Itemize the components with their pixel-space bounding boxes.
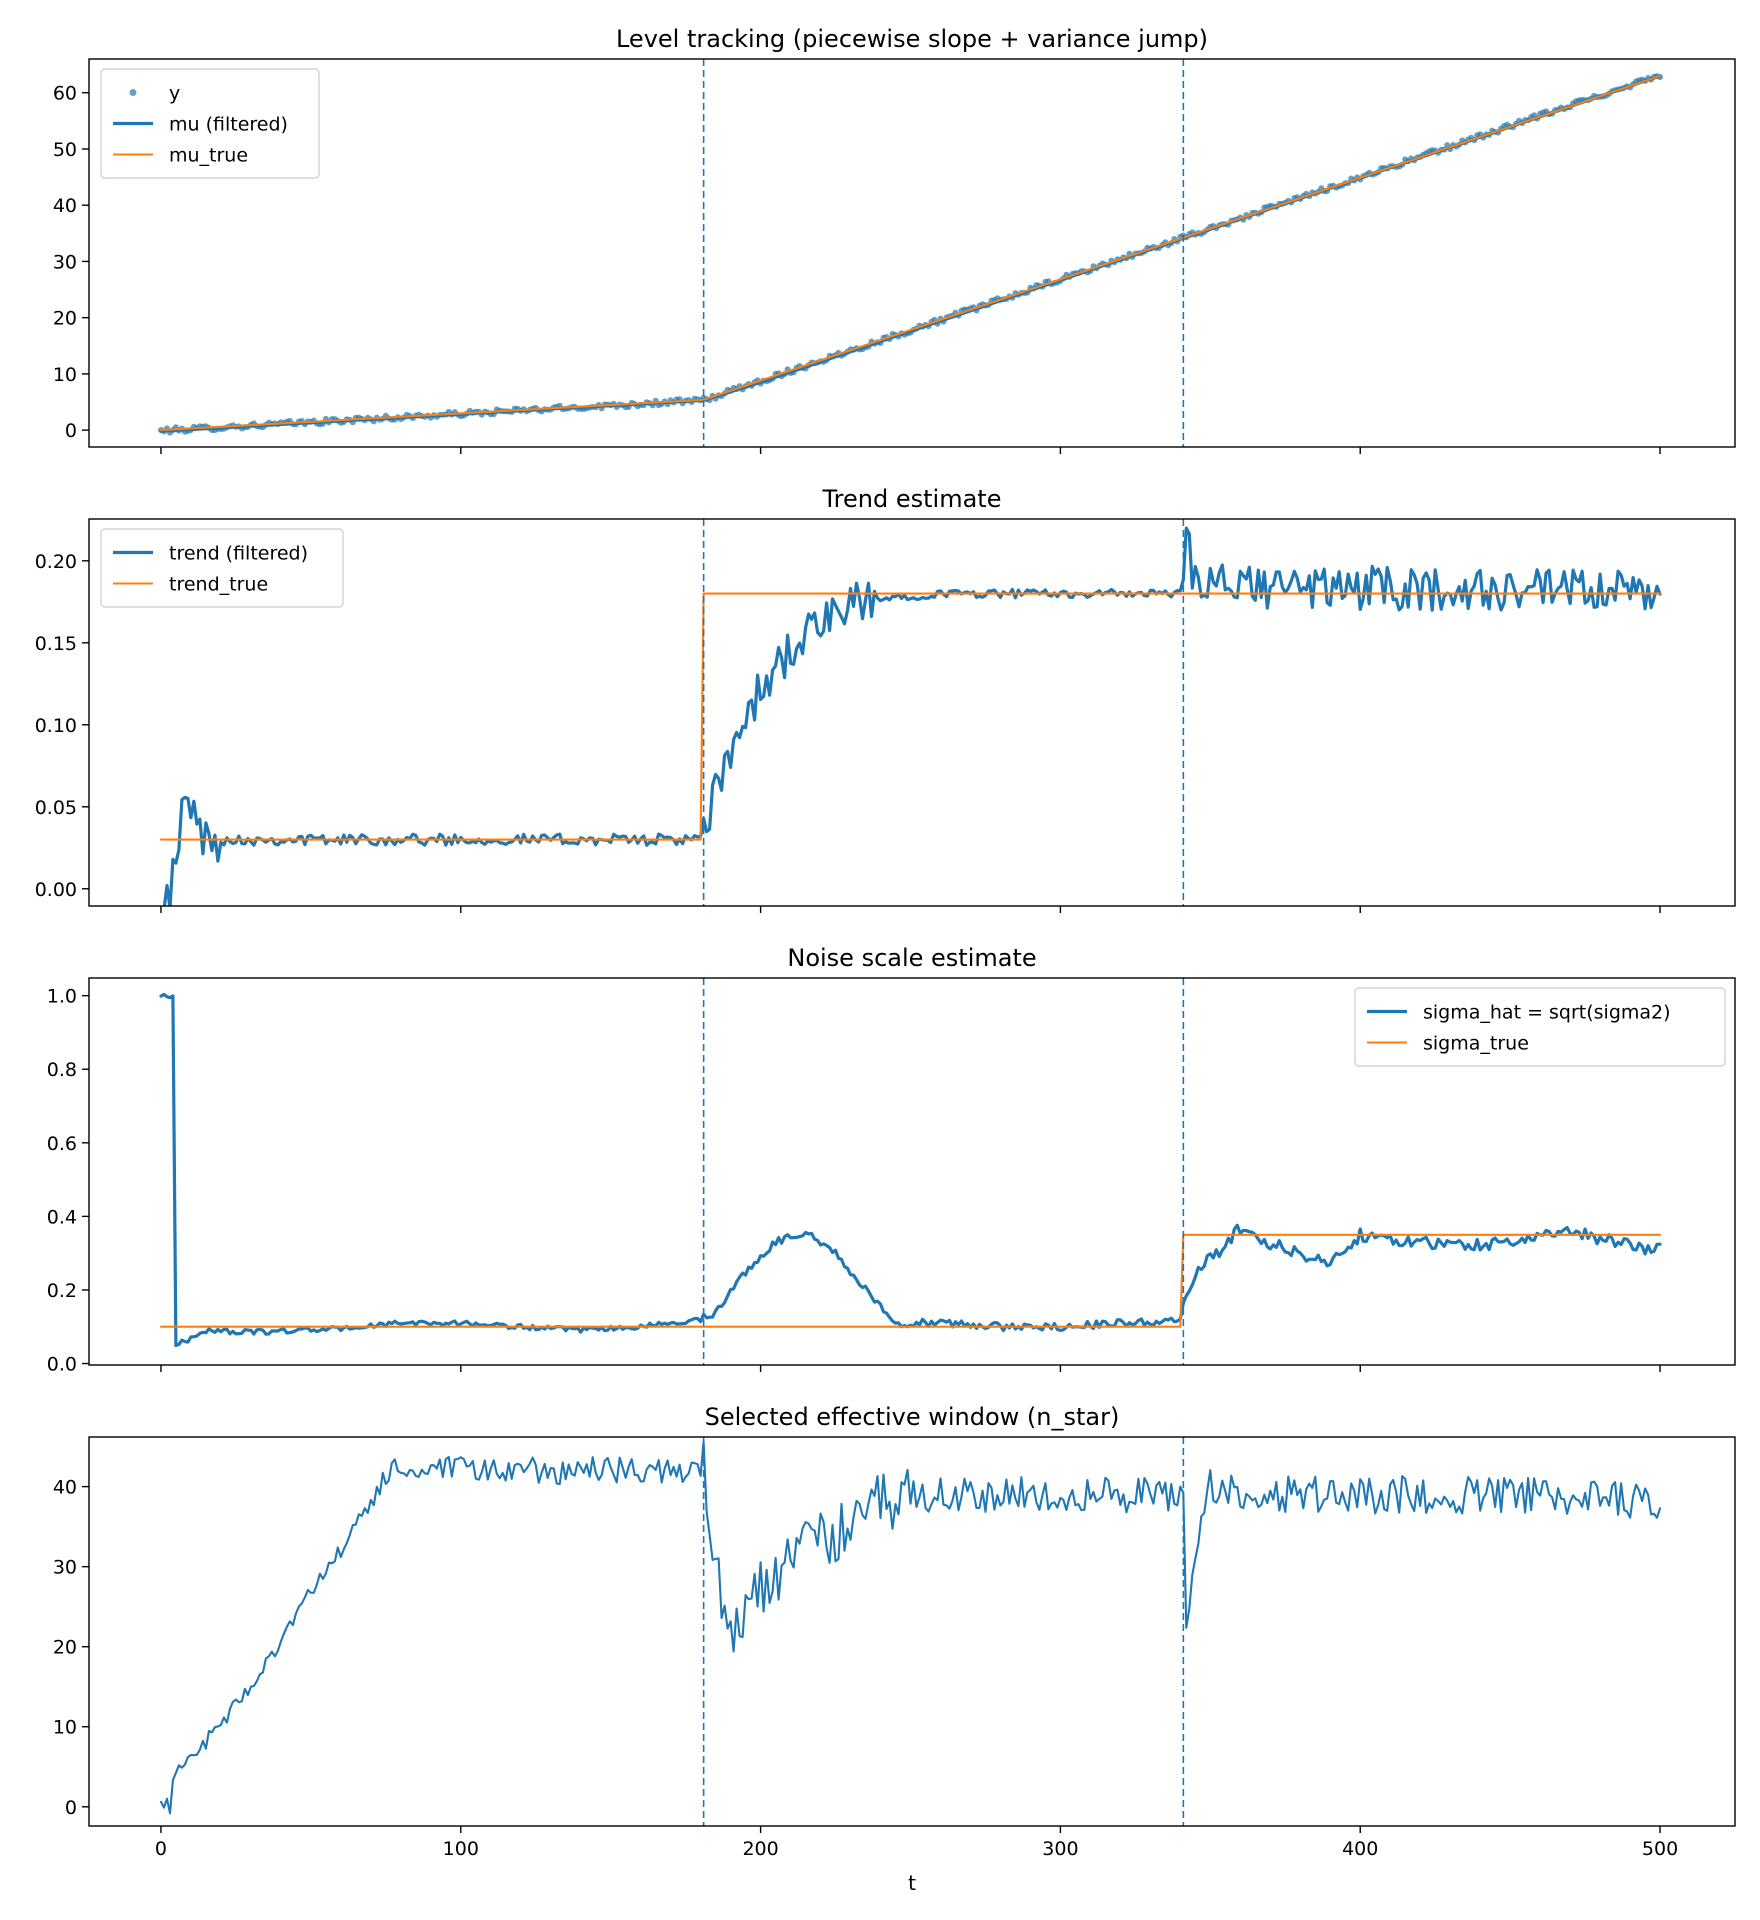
series-line-trend-true (159, 592, 1662, 841)
y-tick-label: 10 (53, 1717, 77, 1739)
legend-frame (1354, 987, 1726, 1067)
legend: sigma_hat = sqrt(sigma2) sigma_true (1354, 987, 1726, 1067)
legend-label: mu (filtered) (169, 114, 288, 136)
axes-frame (88, 1436, 1736, 1827)
x-tick-label: 300 (1042, 1838, 1078, 1860)
plot-area (158, 73, 1663, 436)
y-tick-label: 20 (53, 1637, 77, 1659)
legend-label: trend (filtered) (169, 543, 308, 565)
y-tick-label: 0.05 (35, 797, 77, 819)
y-tick-label: 0 (65, 1797, 77, 1819)
series-line-n-star (159, 1440, 1662, 1815)
x-tick-label: 500 (1642, 1838, 1678, 1860)
series-line-mu-true (159, 74, 1662, 432)
y-tick-label: 50 (53, 139, 77, 161)
legend-label: trend_true (169, 574, 268, 596)
legend-label: mu_true (169, 145, 248, 167)
legend: trend (filtered) trend_true (100, 528, 344, 608)
y-tick-label: 0.2 (47, 1280, 77, 1302)
y-tick-label: 40 (53, 1477, 77, 1499)
y-tick-label: 0.0 (47, 1354, 77, 1376)
legend-label: sigma_hat = sqrt(sigma2) (1423, 1002, 1671, 1024)
chart-title: Level tracking (piecewise slope + varian… (616, 25, 1208, 53)
y-tick-label: 10 (53, 364, 77, 386)
chart-panel-3: Noise scale estimate 0.0 0.2 0.4 0.6 0.8 1.0 si… (47, 944, 1736, 1376)
legend-marker (129, 89, 137, 96)
y-tick-label: 0.10 (35, 715, 77, 737)
chart-title: Noise scale estimate (787, 944, 1036, 972)
plot-area (159, 992, 1662, 1348)
chart-title: Selected effective window (n_star) (705, 1403, 1120, 1431)
series-line-mu-filtered- (159, 74, 1662, 433)
series-line-sigma-hat-sqrt-sigma2- (159, 992, 1662, 1348)
y-tick-label: 1.0 (47, 986, 77, 1008)
chart-title: Trend estimate (822, 485, 1002, 513)
legend-frame (100, 68, 320, 179)
x-tick-label: 100 (443, 1838, 479, 1860)
y-tick-label: 60 (53, 83, 77, 105)
legend-label: y (169, 83, 180, 105)
x-tick-label: 0 (155, 1838, 167, 1860)
y-tick-label: 30 (53, 1557, 77, 1579)
legend-label: sigma_true (1423, 1033, 1529, 1055)
y-tick-label: 40 (53, 195, 77, 217)
plot-area (159, 1440, 1662, 1815)
y-tick-label: 30 (53, 251, 77, 273)
plot-area (159, 526, 1662, 906)
chart-panel-2: Trend estimate 0.00 0.05 0.10 0.15 0.20 trend … (35, 485, 1736, 913)
legend-frame (100, 528, 344, 608)
series-line-trend-filtered- (162, 526, 1662, 906)
x-tick-label: 400 (1342, 1838, 1378, 1860)
y-tick-label: 0 (65, 420, 77, 442)
chart-panel-4: Selected effective window (n_star)0 100 20… (53, 1403, 1736, 1860)
axes-frame (88, 58, 1736, 448)
y-tick-label: 0.20 (35, 551, 77, 573)
y-tick-label: 20 (53, 308, 77, 330)
y-tick-label: 0.4 (47, 1206, 77, 1228)
y-tick-label: 0.00 (35, 879, 77, 901)
series-line-sigma-true (159, 1233, 1662, 1328)
x-axis-label: t (908, 1871, 916, 1895)
x-tick-label: 200 (742, 1838, 778, 1860)
axes-frame (88, 977, 1736, 1366)
y-tick-label: 0.15 (35, 633, 77, 655)
chart-panel-1: Level tracking (piecewise slope + varian… (53, 25, 1736, 454)
legend: y mu (filtered) mu_true (100, 68, 320, 179)
y-tick-label: 0.8 (47, 1059, 77, 1081)
axes-frame (88, 518, 1736, 907)
series-y-points (158, 73, 1663, 436)
y-tick-label: 0.6 (47, 1133, 77, 1155)
